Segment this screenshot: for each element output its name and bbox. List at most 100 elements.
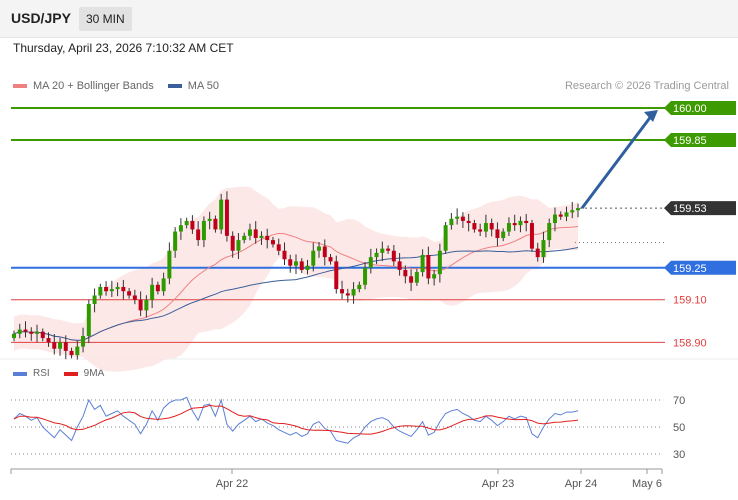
level-box-159.25 [664,260,736,275]
candle-body [190,220,195,230]
candle-body [75,346,80,356]
x-tick-label-Apr-23: Apr 23 [482,478,514,490]
candle-body [518,220,523,226]
candle-body [138,299,143,311]
level-label-158.90: 158.90 [673,337,707,349]
bollinger-band [14,186,578,372]
candle-body [501,231,506,238]
timeframe-badge[interactable]: 30 MIN [79,7,132,31]
x-tick-label-Apr-22: Apr 22 [216,478,248,490]
candle-body [155,284,160,292]
candle-body [489,223,494,230]
rsi-swatch [13,371,27,376]
candle-body [132,295,137,300]
candle-body [483,223,488,232]
candle-body [426,255,431,279]
forecast-arrow-head [644,110,658,122]
candle-body [432,274,437,279]
candle-body [276,244,281,251]
candle-body [58,342,63,349]
timestamp: Thursday, April 23, 2026 7:10:32 AM CET [13,41,234,55]
candle-body [345,293,350,296]
candle-body [322,246,327,258]
ma50-swatch [167,84,182,88]
candle-body [535,248,540,258]
candle-body [317,246,322,251]
candle-body [213,218,218,230]
candle-body [17,329,22,334]
candle-body [265,235,270,241]
candle-body [236,240,241,251]
candle-body [311,250,316,266]
rsi-line [13,396,579,444]
level-label-159.25: 159.25 [673,263,707,275]
candle-body [374,252,379,258]
candle-body [455,216,460,219]
candle-body [242,235,247,241]
candle-body [247,229,252,236]
candle-body [506,223,511,232]
candle-body [409,276,414,283]
candle-body [299,261,304,270]
candle-body [115,286,120,290]
candle-body [207,218,212,221]
candle-body [40,331,45,339]
candle-body [253,229,258,238]
candle-body [201,220,206,241]
candle-body [570,210,575,213]
candle-body [529,223,534,249]
candle-body [466,220,471,224]
rsi-9ma-line [13,404,579,435]
candle-body [397,261,402,270]
candle-body [230,235,235,251]
candle-body [224,199,229,236]
candle-body [282,250,287,260]
level-label-159.10: 159.10 [673,295,707,307]
candle-body [150,284,155,300]
candle-body [196,229,201,241]
candle-body [357,284,362,290]
x-tick-label-Apr-24: Apr 24 [565,478,597,490]
level-box-159.85 [664,132,736,147]
candle-body [414,272,419,283]
candle-body [443,225,448,251]
candle-body [98,286,103,296]
candle-body [437,250,442,275]
candle-body [334,261,339,290]
candle-body [144,299,149,311]
candle-body [294,261,298,266]
candle-body [576,208,580,211]
candle-body [184,220,189,226]
forecast-arrow-line [580,114,654,210]
candle-body [472,223,477,230]
legend-9ma-label: 9MA [83,368,105,379]
candle-body [363,267,368,285]
candle-body [23,329,28,332]
rsi-tick-50: 50 [673,422,685,434]
candle-body [52,342,57,349]
candle-body [288,259,293,266]
candle-body [552,214,557,224]
candle-body [449,218,454,226]
candle-body [270,240,275,245]
candle-body [29,331,34,334]
candle-body [86,304,91,336]
candle-body [63,342,68,351]
candle-body [495,229,500,238]
current-price-label: 159.53 [673,203,707,215]
candle-body [460,216,465,221]
level-box-160.00 [664,101,736,115]
candle-body [35,331,40,334]
candle-body [178,225,183,232]
candle-body [219,199,224,230]
candle-body [403,269,408,277]
price-legend: MA 20 + Bollinger Bands MA 50 [13,80,233,92]
x-tick-label-May-6: May 6 [632,478,662,490]
symbol-title: USD/JPY [11,10,71,26]
legend-rsi-label: RSI [33,368,50,379]
candles-group [12,191,580,360]
candle-body [391,250,396,262]
candle-body [81,335,86,347]
candle-body [161,278,166,292]
